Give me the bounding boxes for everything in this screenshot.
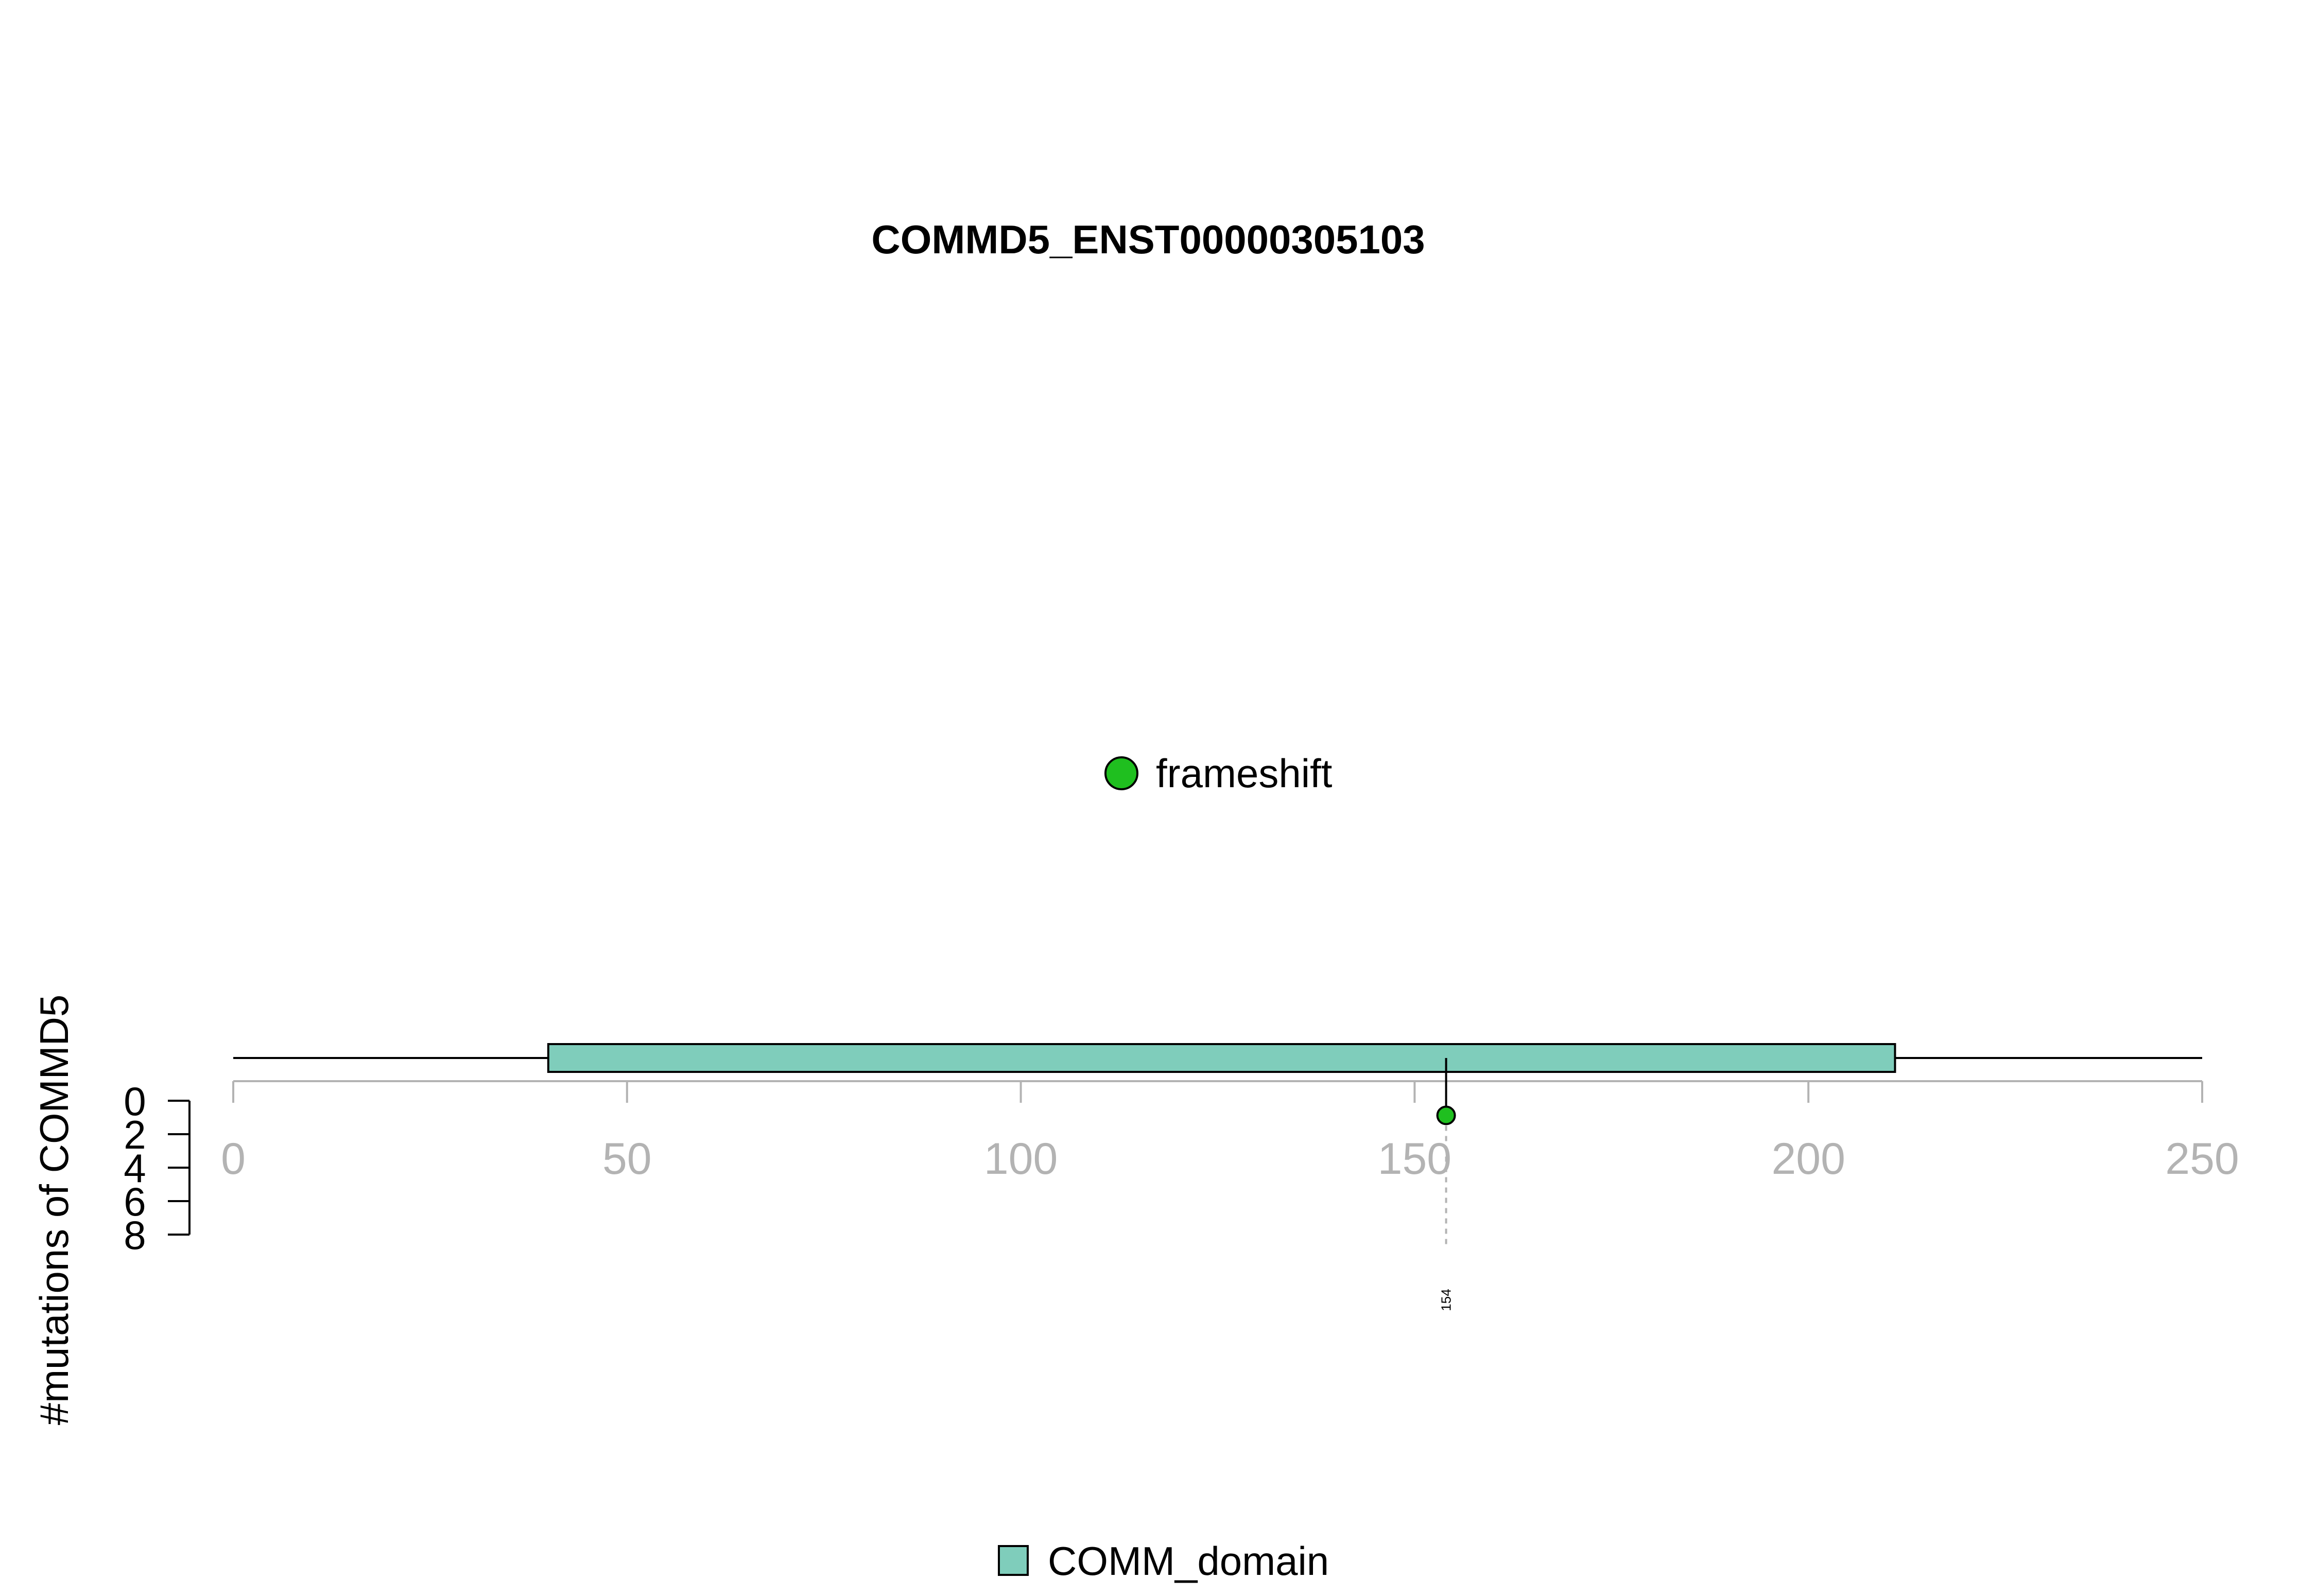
mutation-point bbox=[1436, 1105, 1456, 1125]
x-tick-label: 150 bbox=[1378, 1134, 1452, 1184]
x-tick-label: 50 bbox=[602, 1134, 652, 1184]
x-tick-label: 100 bbox=[984, 1134, 1058, 1184]
mutation-position-label: 154 bbox=[1439, 1289, 1454, 1311]
domain-COMM_domain bbox=[547, 1043, 1896, 1073]
y-tick-label: 0 bbox=[124, 1079, 146, 1124]
domain-legend: COMM_domain bbox=[998, 1538, 1329, 1584]
x-tick-label: 250 bbox=[2165, 1134, 2239, 1184]
legend-label-COMM_domain: COMM_domain bbox=[1048, 1538, 1329, 1584]
legend-marker-frameshift bbox=[1104, 756, 1138, 790]
chart-title: COMMD5_ENST00000305103 bbox=[871, 217, 1425, 262]
mutation-legend: frameshift bbox=[1104, 751, 1333, 796]
x-axis: 0 50 100 150 200 250 bbox=[221, 1080, 2239, 1184]
y-tick-label: 4 bbox=[124, 1146, 146, 1191]
x-tick-label: 200 bbox=[1771, 1134, 1845, 1184]
y-tick-label: 8 bbox=[124, 1212, 146, 1258]
legend-label-frameshift: frameshift bbox=[1156, 751, 1333, 796]
domain-layer bbox=[547, 1043, 1896, 1073]
y-tick-label: 2 bbox=[124, 1112, 146, 1157]
x-tick-label: 0 bbox=[221, 1134, 246, 1184]
legend-swatch-COMM_domain bbox=[998, 1545, 1029, 1576]
y-axis-label: #mutations of COMMD5 bbox=[31, 995, 77, 1426]
mutation-layer: 154 bbox=[1436, 1058, 1456, 1311]
y-tick-label: 6 bbox=[124, 1179, 146, 1224]
